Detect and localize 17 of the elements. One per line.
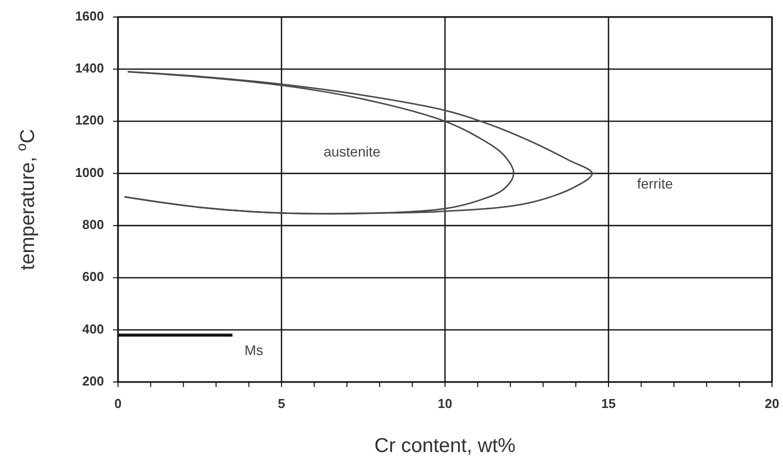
- y-tick-label: 600: [82, 269, 104, 284]
- x-tick-label: 5: [278, 396, 286, 411]
- x-tick-label: 10: [438, 396, 452, 411]
- annotation: ferrite: [637, 176, 674, 192]
- x-axis-title: Cr content, wt%: [374, 435, 516, 457]
- y-tick-label: 200: [82, 373, 104, 388]
- x-tick-label: 0: [114, 396, 122, 411]
- annotation: austenite: [324, 144, 381, 160]
- x-tick-label: 20: [764, 396, 780, 411]
- y-tick-label: 800: [82, 217, 104, 232]
- y-tick-label: 1600: [75, 8, 104, 24]
- x-tick-label: 15: [601, 396, 616, 411]
- series-label: Ms: [244, 342, 264, 358]
- y-tick-label: 1000: [75, 164, 104, 180]
- y-tick-label: 1400: [75, 60, 104, 76]
- y-tick-label: 400: [82, 321, 104, 336]
- y-tick-label: 1200: [75, 112, 104, 128]
